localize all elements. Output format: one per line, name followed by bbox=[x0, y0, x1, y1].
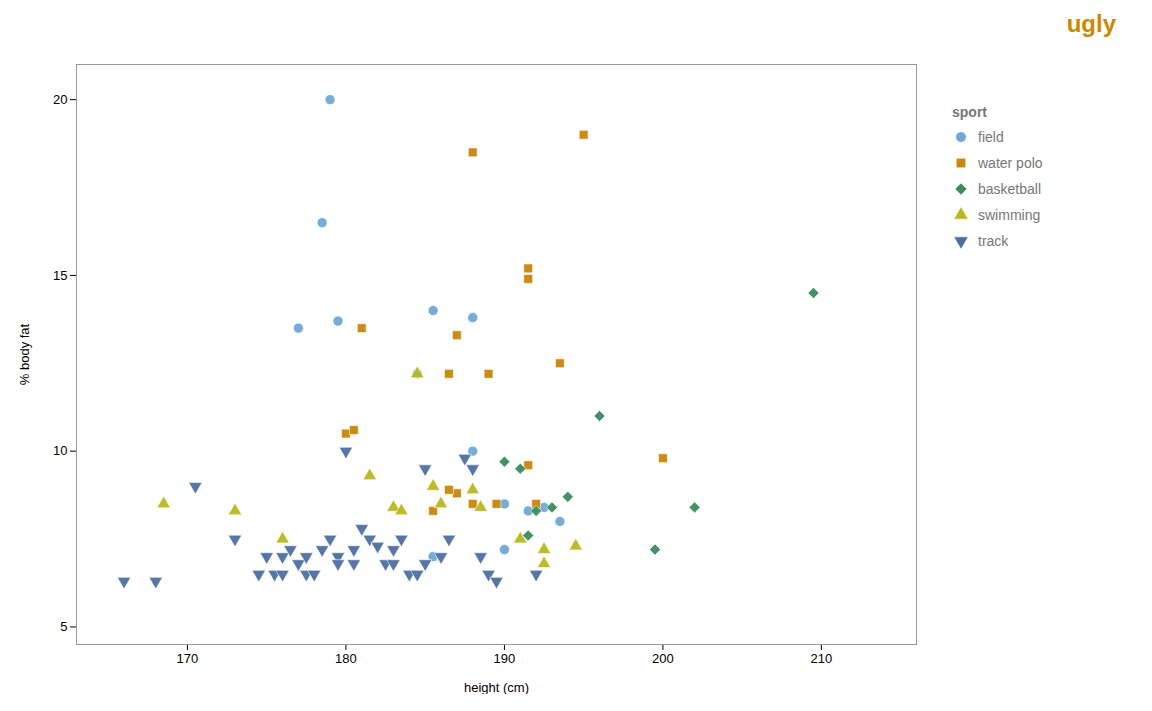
svg-text:5: 5 bbox=[60, 619, 67, 634]
svg-text:180: 180 bbox=[335, 651, 357, 666]
svg-text:height (cm): height (cm) bbox=[464, 680, 529, 695]
html-text:basketball: basketball bbox=[978, 181, 1041, 197]
svg-text:170: 170 bbox=[177, 651, 199, 666]
svg-text:190: 190 bbox=[494, 651, 516, 666]
html-text:water polo: water polo bbox=[978, 155, 1043, 171]
svg-text:% body fat: % body fat bbox=[17, 323, 32, 385]
html-text:sport: sport bbox=[952, 104, 987, 120]
html-text:ugly: ugly bbox=[1066, 10, 1116, 37]
svg-text:200: 200 bbox=[652, 651, 674, 666]
svg-text:15: 15 bbox=[53, 268, 67, 283]
svg-text:10: 10 bbox=[53, 443, 67, 458]
html-text:field: field bbox=[978, 129, 1004, 145]
html-text:swimming: swimming bbox=[978, 207, 1041, 223]
svg-text:20: 20 bbox=[53, 92, 67, 107]
svg-text:210: 210 bbox=[811, 651, 833, 666]
html-text:track: track bbox=[978, 233, 1009, 249]
